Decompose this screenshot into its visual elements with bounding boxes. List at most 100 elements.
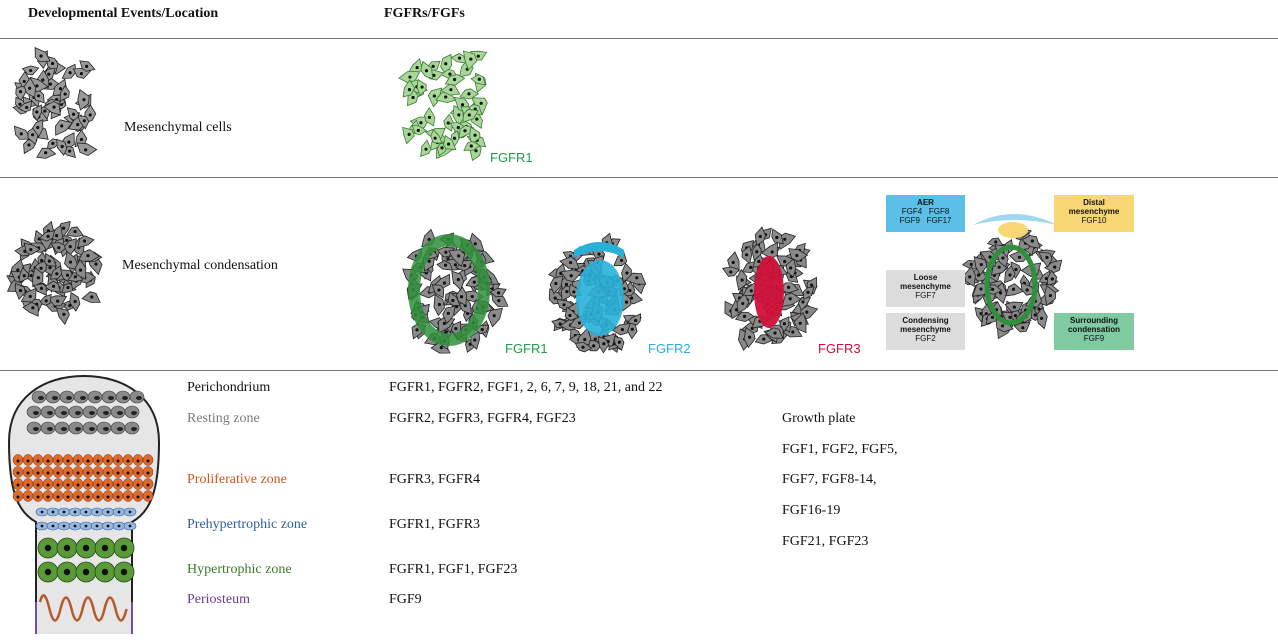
cell-nucleus <box>71 112 76 116</box>
cell-nucleus <box>36 495 40 499</box>
aer-box: AER FGF4 FGF8 FGF9 FGF17 <box>886 195 965 232</box>
aer-line2: FGF9 FGF17 <box>899 216 952 225</box>
cell <box>760 241 778 259</box>
cell-nucleus <box>78 268 83 272</box>
cell-nucleus <box>19 132 23 136</box>
cell-nucleus <box>18 90 23 94</box>
cell-nucleus <box>51 524 55 528</box>
cell-nucleus <box>146 459 150 463</box>
condensing-value: FGF2 <box>915 334 936 343</box>
cell-nucleus <box>117 427 123 431</box>
cell-nucleus <box>68 244 72 249</box>
bone-trabeculae <box>38 594 128 622</box>
aer-cap <box>973 214 1057 225</box>
cell-nucleus <box>1039 316 1044 320</box>
cell-nucleus <box>38 396 44 400</box>
cell-nucleus <box>47 72 51 76</box>
cell-nucleus <box>36 276 41 280</box>
cell-nucleus <box>742 314 747 318</box>
cell <box>471 97 488 115</box>
cell-nucleus <box>67 140 71 144</box>
cell-nucleus <box>444 95 448 99</box>
cell-nucleus <box>432 94 436 98</box>
cell-nucleus <box>467 92 471 96</box>
cell-nucleus <box>442 281 447 285</box>
cell-nucleus <box>51 510 55 514</box>
cell-nucleus <box>63 92 67 96</box>
cell-nucleus <box>26 495 30 499</box>
cell-nucleus <box>419 121 423 125</box>
cell-nucleus <box>86 471 90 475</box>
cell-nucleus <box>126 459 130 463</box>
cell-nucleus <box>63 568 71 576</box>
cell-nucleus <box>76 483 80 487</box>
fgfr2-condensation-illustration <box>547 232 647 354</box>
fgfr3-condensation-illustration <box>721 226 819 352</box>
cell-nucleus <box>810 283 814 287</box>
zone-hypertrophic: Hypertrophic zone <box>187 562 292 577</box>
cell-nucleus <box>806 290 810 294</box>
cell-nucleus <box>131 427 137 431</box>
cell-nucleus <box>94 396 100 400</box>
cell-nucleus <box>572 290 576 294</box>
growth-plate-illustration <box>7 374 161 634</box>
header-fgfrs: FGFRs/FGFs <box>384 6 465 21</box>
cell <box>781 292 802 307</box>
zone-prehypertrophic: Prehypertrophic zone <box>187 517 308 532</box>
growth-plate-line: FGF7, FGF8-14, <box>782 472 877 487</box>
cell-nucleus <box>89 411 95 415</box>
cell-nucleus <box>432 73 436 78</box>
cell-nucleus <box>1025 288 1029 292</box>
cell-nucleus <box>51 141 55 145</box>
cell-nucleus <box>103 427 109 431</box>
zone-proliferative: Proliferative zone <box>187 472 287 487</box>
cell-nucleus <box>448 72 452 76</box>
cell <box>61 63 76 79</box>
cell-nucleus <box>73 524 77 528</box>
cell-nucleus <box>731 260 735 265</box>
cell <box>448 249 466 268</box>
cell-nucleus <box>795 253 799 258</box>
cell <box>64 250 80 270</box>
cell-nucleus <box>459 295 464 299</box>
cell-nucleus <box>755 250 759 254</box>
cell <box>797 296 811 312</box>
cell <box>437 316 456 334</box>
distal-region <box>998 222 1028 238</box>
cell-nucleus <box>146 471 150 475</box>
cell-nucleus <box>29 273 33 278</box>
cell-nucleus <box>18 102 22 106</box>
cell-nucleus <box>18 288 23 293</box>
cell-nucleus <box>82 98 86 102</box>
cell-nucleus <box>976 273 981 277</box>
cell-nucleus <box>463 263 467 268</box>
cell-nucleus <box>1033 313 1037 317</box>
cell-nucleus <box>437 302 442 307</box>
cell-nucleus <box>1037 307 1041 311</box>
cell-nucleus <box>625 271 629 275</box>
cell-nucleus <box>455 305 459 309</box>
cell-nucleus <box>46 234 50 239</box>
cell-nucleus <box>136 471 140 475</box>
cell-nucleus <box>82 568 90 576</box>
cell-nucleus <box>617 340 621 344</box>
cell-nucleus <box>433 136 437 140</box>
cell-nucleus <box>757 259 761 264</box>
cell-nucleus <box>558 322 562 326</box>
cell-nucleus <box>88 113 92 117</box>
cell-nucleus <box>47 259 51 263</box>
cell-nucleus <box>146 483 150 487</box>
cell-nucleus <box>96 495 100 499</box>
cell-nucleus <box>79 72 84 76</box>
aer-line1: FGF4 FGF8 <box>901 207 950 216</box>
cell-nucleus <box>22 274 26 278</box>
cell-nucleus <box>415 66 419 70</box>
cell-nucleus <box>126 483 130 487</box>
cell-nucleus <box>76 495 80 499</box>
cell <box>22 301 39 317</box>
cell-nucleus <box>577 321 581 325</box>
cell-nucleus <box>783 259 787 264</box>
cell-nucleus <box>988 255 992 259</box>
cell-nucleus <box>84 148 88 152</box>
cell-nucleus <box>622 287 626 291</box>
